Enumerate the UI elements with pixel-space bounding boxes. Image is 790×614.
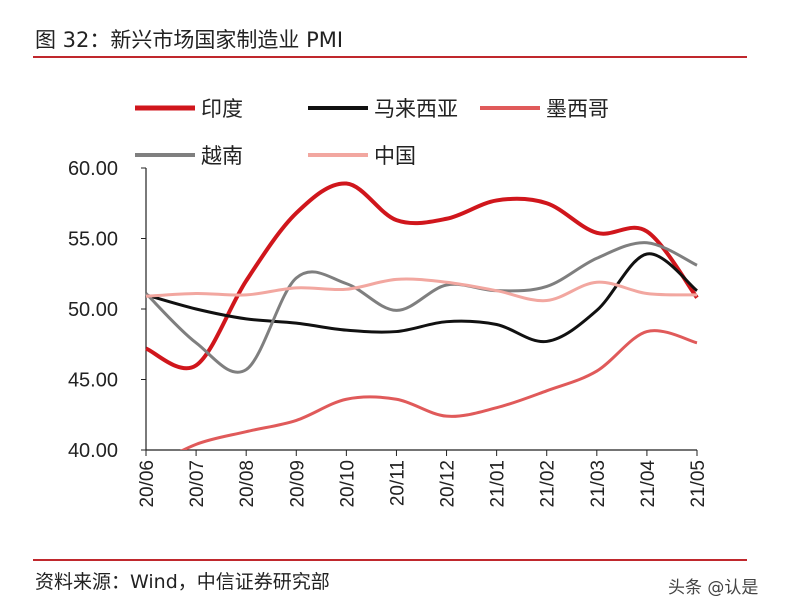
x-tick-label: 20/11: [387, 460, 408, 506]
y-tick-label: 55.00: [68, 229, 118, 251]
x-tick-label: 21/03: [588, 460, 609, 508]
y-tick-label: 40.00: [68, 440, 118, 462]
x-tick-label: 20/10: [337, 460, 358, 508]
x-tick-label: 21/05: [688, 460, 709, 508]
legend-label: 越南: [201, 145, 243, 168]
y-tick-label: 50.00: [68, 299, 118, 321]
x-tick-label: 20/09: [287, 460, 308, 508]
legend-label: 马来西亚: [374, 98, 458, 121]
x-tick-label: 20/07: [187, 460, 208, 508]
footer-rule: [33, 559, 747, 561]
x-tick-label: 20/06: [137, 460, 158, 508]
x-tick-label: 20/12: [438, 460, 459, 508]
x-tick-label: 21/04: [638, 460, 659, 508]
series-line-1: [145, 252, 698, 344]
series-line-2: [179, 329, 698, 450]
series-line-4: [145, 277, 698, 303]
watermark: 头条 @认是: [668, 578, 759, 598]
legend-label: 墨西哥: [546, 98, 609, 121]
x-tick-label: 21/02: [538, 460, 559, 508]
legend-label: 中国: [374, 145, 416, 168]
title-rule: [33, 56, 747, 58]
figure-title: 图 32：新兴市场国家制造业 PMI: [35, 28, 344, 52]
x-tick-label: 21/01: [488, 460, 509, 508]
legend-label: 印度: [201, 98, 243, 121]
y-tick-label: 60.00: [68, 158, 118, 180]
series-line-0: [145, 181, 699, 371]
series-line-3: [144, 241, 698, 374]
x-tick-label: 20/08: [237, 460, 258, 508]
y-tick-label: 45.00: [68, 370, 118, 392]
source-note: 资料来源：Wind，中信证券研究部: [35, 571, 330, 593]
